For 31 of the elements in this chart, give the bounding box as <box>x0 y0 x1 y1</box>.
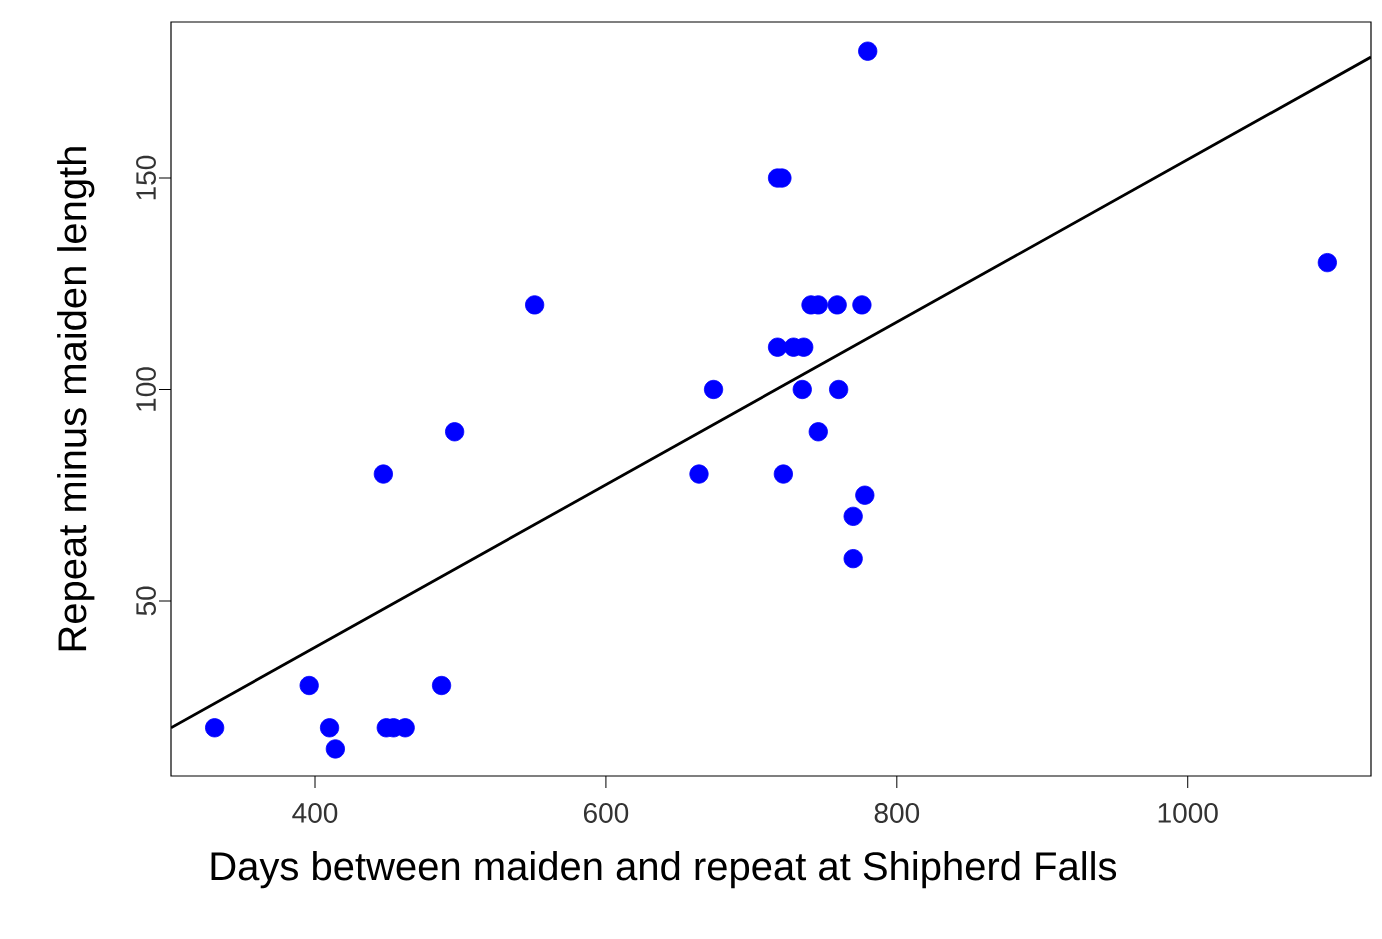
point <box>829 379 849 400</box>
x-tick-label: 1000 <box>1158 803 1218 823</box>
y-tick-label: 100 <box>136 367 156 411</box>
x-tick-label: 400 <box>292 803 338 823</box>
point <box>855 485 875 505</box>
point <box>1317 253 1337 273</box>
point <box>299 675 319 696</box>
point <box>767 337 788 357</box>
point <box>525 295 545 315</box>
point <box>325 739 345 759</box>
point <box>858 41 878 61</box>
point <box>792 379 812 400</box>
point <box>843 549 863 569</box>
x-tick-label: 800 <box>874 803 920 823</box>
point <box>431 675 452 696</box>
point <box>373 464 393 484</box>
x-axis-title: Days between maiden and repeat at Shipherd Falls <box>211 851 1117 889</box>
point <box>827 295 847 315</box>
point <box>773 464 793 484</box>
point <box>689 464 709 484</box>
point <box>445 422 465 442</box>
point <box>808 422 828 442</box>
point <box>319 718 340 738</box>
point <box>205 718 225 738</box>
point <box>852 295 872 315</box>
point <box>703 379 724 400</box>
y-tick-label: 50 <box>136 586 156 616</box>
point <box>843 506 863 526</box>
y-tick-label: 150 <box>136 155 156 200</box>
y-axis-title: Repeat minus maiden length <box>57 147 95 651</box>
x-tick-label: 600 <box>583 803 629 823</box>
